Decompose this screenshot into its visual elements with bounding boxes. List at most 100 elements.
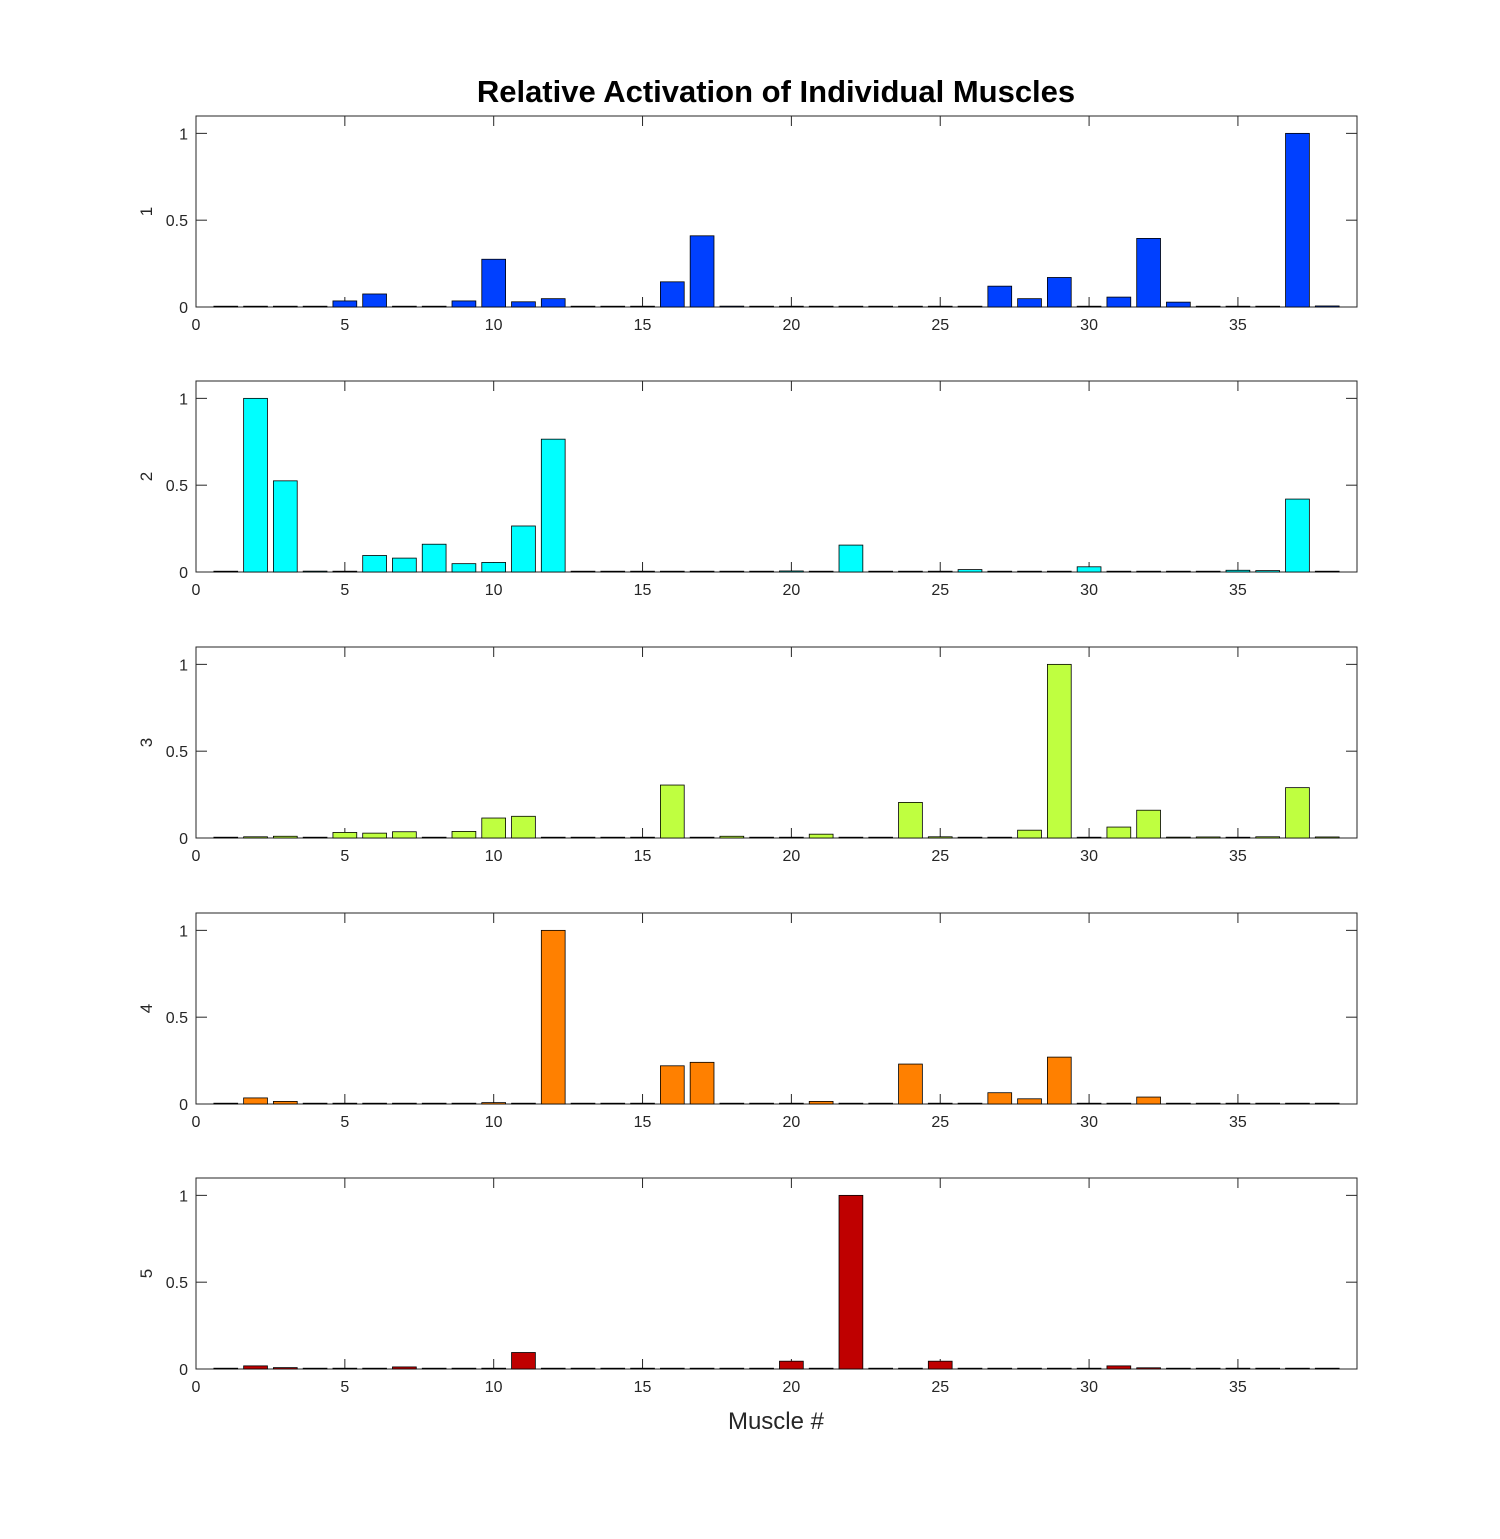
axes-box [195,912,1358,1105]
x-tick-label: 30 [1080,582,1098,599]
bar-1-31 [1106,296,1132,308]
bar-1-8 [421,305,447,308]
bar-4-28 [1017,1098,1042,1105]
bar-3-26 [957,836,983,839]
bar-4-15 [630,1102,655,1105]
x-tick-label: 35 [1229,317,1247,334]
bar-1-28 [1017,298,1042,308]
bar-4-2 [243,1097,268,1105]
y-tick-label: 1 [179,391,188,408]
x-tick-label: 0 [192,317,201,334]
bar-5-3 [272,1367,298,1370]
bar-5-4 [302,1367,328,1370]
x-tick-label: 15 [634,582,652,599]
bar-4-8 [421,1102,447,1105]
bar-3-19 [749,836,774,839]
x-tick-label: 35 [1229,848,1247,865]
bar-4-34 [1195,1102,1221,1105]
bar-3-25 [927,836,953,839]
bar-3-22 [838,836,864,839]
bar-1-15 [630,305,655,308]
x-tick-label: 0 [192,848,201,865]
x-tick-label: 5 [340,317,349,334]
bar-4-10 [481,1102,506,1105]
x-tick-label: 30 [1080,1379,1098,1396]
bar-5-15 [630,1367,655,1370]
bar-1-9 [451,300,477,308]
x-tick-label: 10 [485,1114,503,1131]
bar-2-22 [838,544,864,573]
chart-title: Relative Activation of Individual Muscle… [477,74,1075,109]
bar-3-20 [779,836,804,839]
bar-4-29 [1047,1056,1072,1105]
x-tick-label: 20 [782,582,800,599]
y-tick-label: 0.5 [166,1275,188,1292]
bar-1-22 [838,305,864,308]
bar-2-5 [332,570,358,573]
x-tick-label: 20 [782,317,800,334]
bar-5-23 [868,1367,893,1370]
bar-2-29 [1047,570,1072,573]
bar-4-18 [719,1102,745,1105]
bar-3-24 [898,802,923,839]
bar-2-17 [689,570,715,573]
bar-3-11 [511,815,536,839]
bar-4-4 [302,1102,328,1105]
bar-3-38 [1314,836,1340,839]
bar-4-22 [838,1102,864,1105]
axes-box [195,1177,1358,1370]
bar-4-33 [1166,1102,1191,1105]
x-tick-label: 15 [634,1114,652,1131]
x-tick-label: 0 [192,1379,201,1396]
bar-3-27 [987,836,1013,839]
bar-3-5 [332,832,358,839]
bar-3-2 [243,836,268,839]
bar-2-33 [1166,570,1191,573]
y-tick-label: 1 [179,1188,188,1205]
bar-2-27 [987,570,1013,573]
bar-2-12 [540,438,566,573]
bar-4-26 [957,1102,983,1105]
bar-4-6 [362,1102,387,1105]
bar-5-22 [838,1194,864,1370]
bar-2-10 [481,562,506,573]
bar-2-31 [1106,570,1132,573]
bar-2-21 [808,570,834,573]
bar-1-5 [332,300,358,308]
x-tick-label: 25 [931,1114,949,1131]
bar-5-33 [1166,1367,1191,1370]
bar-1-27 [987,285,1013,308]
bar-2-20 [779,570,804,573]
x-tick-label: 5 [340,582,349,599]
bar-4-14 [600,1102,626,1105]
y-tick-label: 0.5 [166,1010,188,1027]
bar-5-21 [808,1367,834,1370]
bar-3-34 [1195,836,1221,839]
bar-3-3 [272,835,298,839]
bar-2-1 [213,570,239,573]
bar-5-1 [213,1367,239,1370]
x-tick-label: 20 [782,1379,800,1396]
x-tick-label: 25 [931,848,949,865]
bar-2-14 [600,570,626,573]
bar-5-16 [660,1367,685,1370]
bar-3-35 [1225,836,1251,839]
bar-2-36 [1255,570,1281,573]
bar-1-38 [1314,305,1340,308]
bar-1-2 [243,305,268,308]
x-tick-label: 30 [1080,317,1098,334]
bar-5-27 [987,1367,1013,1370]
bar-3-6 [362,832,387,839]
x-tick-label: 10 [485,317,503,334]
bar-3-10 [481,817,506,839]
y-axis-label: 4 [137,1004,156,1013]
y-tick-label: 1 [179,657,188,674]
bar-3-4 [302,836,328,839]
y-tick-label: 0.5 [166,744,188,761]
bar-3-28 [1017,829,1042,839]
axes-box [195,380,1358,573]
y-tick-label: 0 [179,565,188,582]
bar-5-20 [779,1360,804,1370]
bar-4-7 [392,1102,417,1105]
bar-5-14 [600,1367,626,1370]
